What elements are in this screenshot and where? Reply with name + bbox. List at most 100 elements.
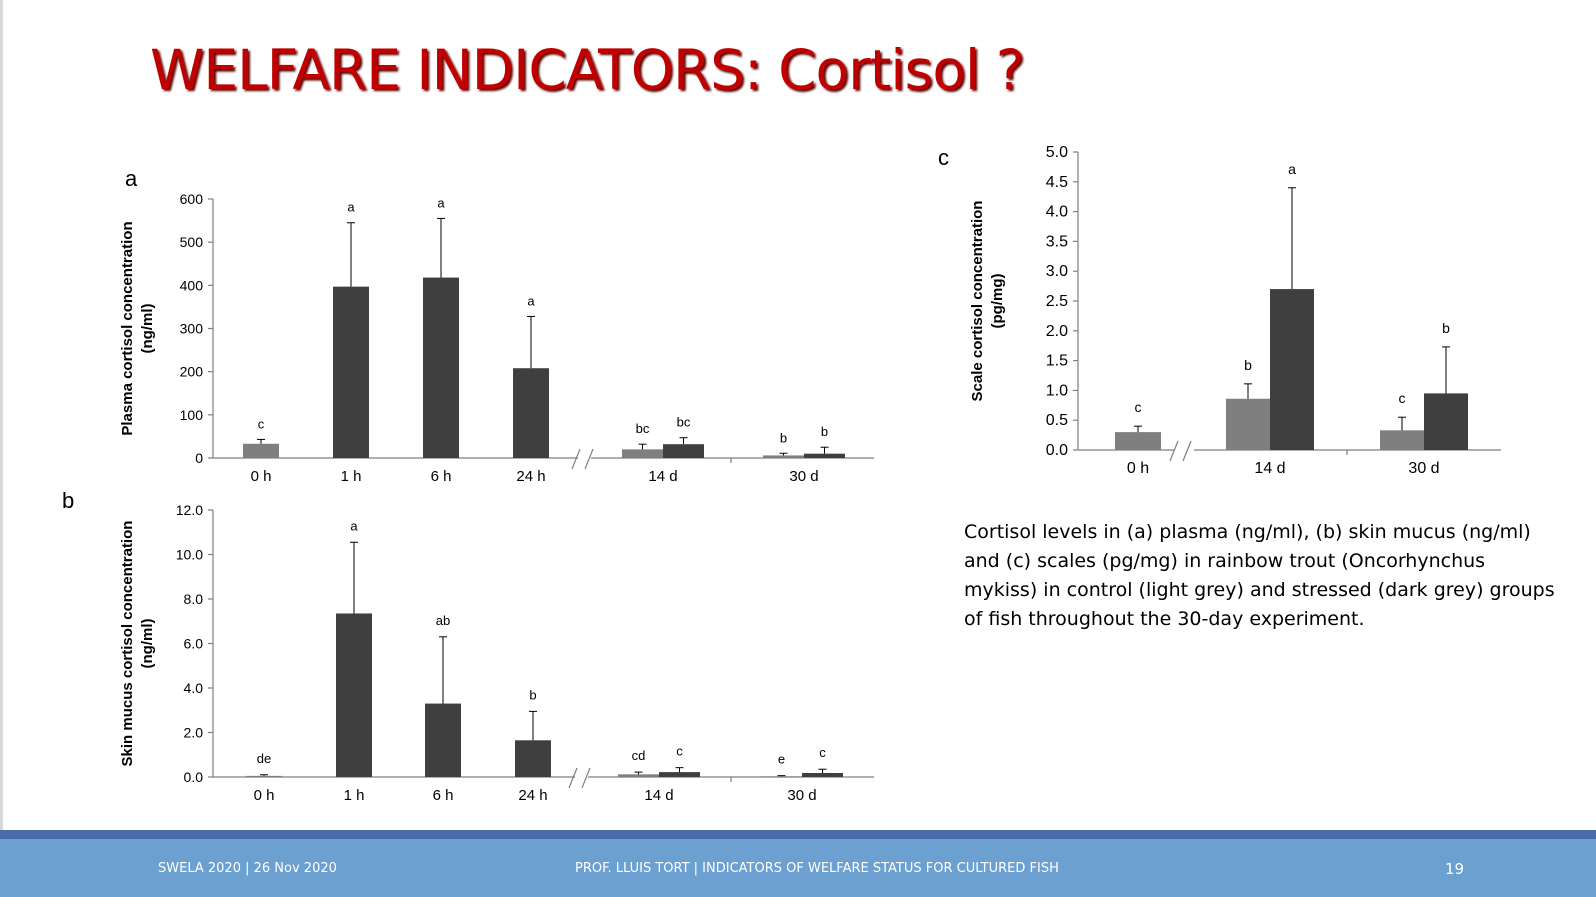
- y-tick-label: 500: [180, 234, 204, 250]
- y-tick-label: 200: [180, 364, 204, 380]
- y-tick-label: 1.5: [1046, 353, 1068, 370]
- bar-control: [618, 774, 659, 777]
- page-number: 19: [1445, 860, 1465, 878]
- significance-letter: c: [1399, 390, 1406, 406]
- axis-break-mark: [1182, 440, 1192, 462]
- y-tick-label: 0.5: [1046, 412, 1068, 429]
- slide-footer: SWELA 2020 | 26 Nov 2020 PROF. LLUIS TOR…: [0, 839, 1596, 897]
- x-category-label: 30 d: [1408, 460, 1439, 477]
- slide-title: WELFARE INDICATORS: Cortisol ?: [150, 38, 1025, 102]
- significance-letter: c: [1135, 399, 1142, 415]
- bar-stressed: [515, 740, 551, 777]
- x-category-label: 24 h: [516, 468, 545, 485]
- significance-letter: b: [1442, 320, 1450, 336]
- x-category-label: 30 d: [787, 787, 816, 804]
- y-tick-label: 3.0: [1046, 263, 1068, 280]
- significance-letter: de: [257, 751, 271, 766]
- y-tick-label: 3.5: [1046, 233, 1068, 250]
- bar-stressed: [802, 772, 843, 777]
- footer-stripe: [0, 830, 1596, 839]
- x-category-label: 14 d: [1254, 460, 1285, 477]
- footer-event-date: SWELA 2020 | 26 Nov 2020: [158, 861, 337, 876]
- bar-control: [1380, 430, 1424, 450]
- significance-letter: a: [347, 200, 355, 215]
- bar-control: [1226, 398, 1270, 450]
- x-category-label: 0 h: [251, 468, 272, 485]
- y-tick-label: 2.0: [184, 725, 204, 741]
- significance-letter: cd: [632, 748, 646, 763]
- axis-break-mark: [571, 448, 581, 470]
- bar-control: [246, 775, 282, 777]
- panel-label-c: c: [938, 145, 949, 170]
- x-category-label: 24 h: [518, 787, 547, 804]
- significance-letter: bc: [636, 421, 650, 436]
- bar-control: [763, 455, 804, 458]
- axis-break-mark: [1169, 440, 1179, 462]
- x-category-label: 6 h: [433, 787, 454, 804]
- significance-letter: b: [529, 687, 536, 702]
- bar-stressed: [659, 772, 700, 777]
- significance-letter: c: [258, 416, 265, 431]
- y-tick-label: 600: [180, 191, 204, 207]
- x-category-label: 30 d: [789, 468, 818, 485]
- y-axis-title: (ng/ml): [139, 304, 156, 354]
- bar-stressed: [663, 444, 704, 458]
- bar-stressed: [333, 286, 369, 458]
- significance-letter: a: [527, 293, 535, 308]
- y-tick-label: 300: [180, 321, 204, 337]
- bar-stressed: [1424, 393, 1468, 450]
- panel-label-a: a: [125, 166, 138, 191]
- significance-letter: bc: [677, 415, 691, 430]
- y-tick-label: 0.0: [184, 769, 204, 785]
- x-category-label: 0 h: [1127, 460, 1149, 477]
- x-category-label: 1 h: [344, 787, 365, 804]
- y-tick-label: 6.0: [184, 636, 204, 652]
- y-tick-label: 0.0: [1046, 442, 1068, 459]
- y-axis-title: (pg/mg): [989, 274, 1006, 329]
- slide-edge: [0, 0, 3, 897]
- significance-letter: c: [676, 744, 683, 759]
- significance-letter: e: [778, 752, 785, 767]
- significance-letter: b: [821, 424, 828, 439]
- y-tick-label: 2.5: [1046, 293, 1068, 310]
- bar-stressed: [1270, 289, 1314, 450]
- y-tick-label: 4.0: [1046, 204, 1068, 221]
- significance-letter: b: [780, 430, 787, 445]
- y-tick-label: 4.5: [1046, 174, 1068, 191]
- x-category-label: 1 h: [341, 468, 362, 485]
- x-category-label: 6 h: [431, 468, 452, 485]
- bar-control: [1115, 432, 1161, 450]
- bar-stressed: [804, 453, 845, 458]
- y-tick-label: 12.0: [176, 502, 203, 518]
- y-tick-label: 4.0: [184, 680, 204, 696]
- y-axis-title: Skin mucus cortisol concentration: [119, 521, 136, 767]
- bar-stressed: [513, 368, 549, 458]
- y-tick-label: 2.0: [1046, 323, 1068, 340]
- y-tick-label: 100: [180, 407, 204, 423]
- axis-break-mark: [584, 448, 594, 470]
- y-tick-label: 8.0: [184, 591, 204, 607]
- y-tick-label: 5.0: [1046, 144, 1068, 161]
- y-axis-title: Scale cortisol concentration: [969, 201, 986, 402]
- x-category-label: 0 h: [254, 787, 275, 804]
- y-tick-label: 0: [195, 450, 203, 466]
- x-category-label: 14 d: [644, 787, 673, 804]
- panel-label-b: b: [62, 488, 75, 513]
- y-tick-label: 1.0: [1046, 382, 1068, 399]
- bar-stressed: [425, 703, 461, 777]
- x-category-label: 14 d: [648, 468, 677, 485]
- axis-break-mark: [568, 767, 578, 789]
- y-tick-label: 10.0: [176, 547, 203, 563]
- bar-stressed: [423, 277, 459, 458]
- footer-presenter-title: PROF. LLUIS TORT | INDICATORS OF WELFARE…: [575, 861, 1059, 876]
- significance-letter: a: [437, 195, 445, 210]
- figure-caption: Cortisol levels in (a) plasma (ng/ml), (…: [964, 521, 1555, 630]
- bar-control: [243, 443, 279, 458]
- significance-letter: a: [350, 518, 358, 533]
- bar-control: [622, 449, 663, 458]
- bar-stressed: [336, 613, 372, 777]
- significance-letter: b: [1244, 357, 1252, 373]
- significance-letter: ab: [436, 613, 450, 628]
